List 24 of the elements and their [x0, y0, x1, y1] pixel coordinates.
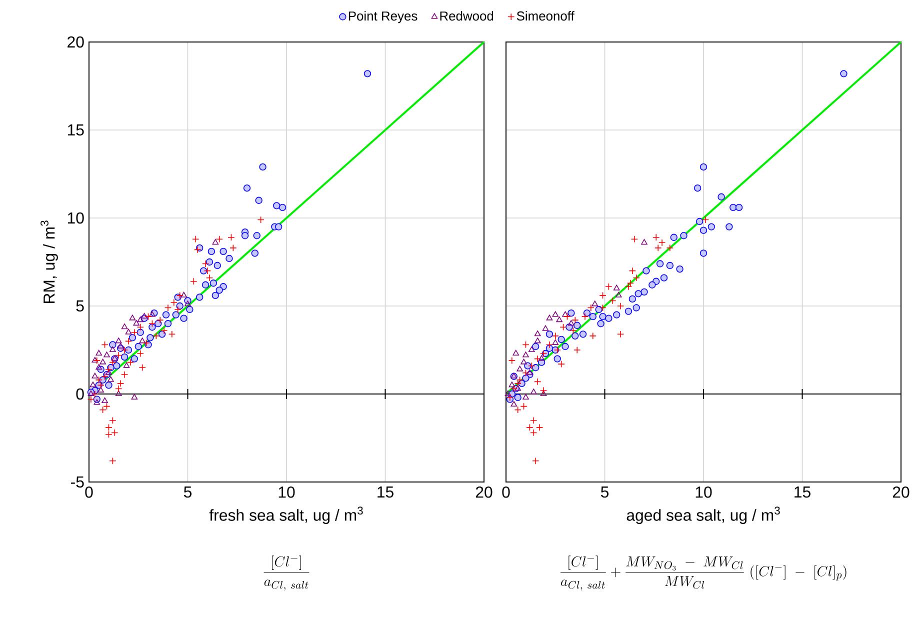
x-tick-label: 0: [502, 486, 510, 498]
y-tick-label: 20: [68, 36, 84, 48]
x-tick-label: 15: [378, 486, 394, 498]
y-axis-title: RM, ug / m$^{3}$: [40, 220, 58, 304]
y-tick-label: 5: [76, 300, 84, 312]
x-axis-title: aged sea salt, ug / m$^{3}$: [626, 506, 780, 524]
legend-label: Redwood: [440, 11, 494, 21]
legend-label: Point Reyes: [348, 11, 418, 24]
x-tick-label: 10: [696, 486, 712, 498]
y-tick-label: 15: [68, 124, 84, 136]
y-tick-label: 10: [68, 212, 84, 224]
x-tick-label: 10: [278, 486, 295, 498]
x-axis-title: fresh sea salt, ug / m$^{3}$: [209, 506, 363, 524]
x-tick-label: 0: [85, 486, 93, 498]
x-tick-label: 5: [600, 486, 609, 498]
x-tick-label: 20: [892, 486, 910, 498]
x-tick-label: 20: [476, 486, 492, 498]
y-tick-label: -5: [71, 476, 84, 488]
text: $\frac{[Cl^{-}]}{a_{Cl,\ salt}}$: [264, 556, 310, 591]
x-tick-label: 5: [184, 486, 192, 498]
legend-label: Simeonoff: [516, 11, 574, 21]
y-tick-label: 0: [76, 388, 84, 400]
text: $\frac{[Cl^{-}]}{a_{Cl,\ salt}}+\frac{MW_{NO_3}\ -\ MW_{Cl}}{MW_{Cl}}\ ([Cl^{-}]\ -\ [Cl]_p)$: [560, 556, 846, 591]
x-tick-label: 15: [794, 486, 810, 498]
